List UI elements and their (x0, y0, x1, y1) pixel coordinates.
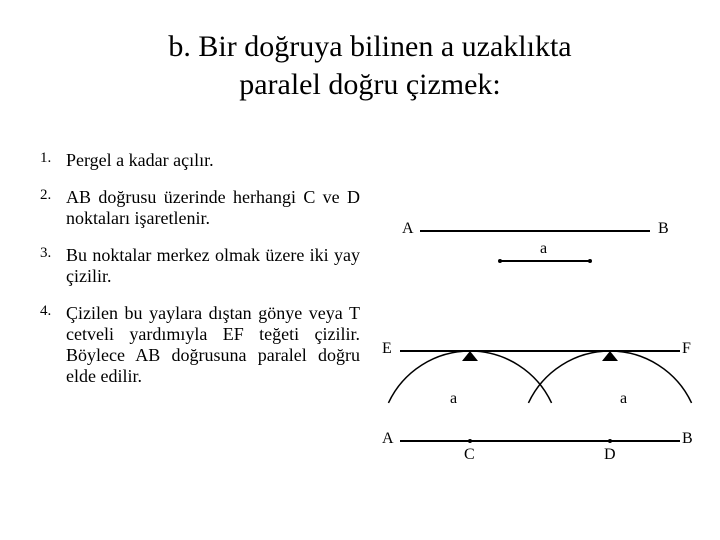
item-number: 1. (40, 150, 66, 171)
fig2-arc-right (380, 210, 700, 470)
list-item: 1. Pergel a kadar açılır. (40, 150, 360, 171)
fig2-arrow-left (462, 351, 478, 361)
title-line-1: b. Bir doğruya bilinen a uzaklıkta (168, 30, 571, 63)
fig2-label-c: C (464, 446, 475, 464)
page-title: b. Bir doğruya bilinen a uzaklıkta paral… (60, 28, 680, 103)
fig2-label-a-right: a (620, 390, 627, 408)
instruction-list: 1. Pergel a kadar açılır. 2. AB doğrusu … (40, 150, 360, 403)
item-text: Çizilen bu yaylara dıştan gönye veya T c… (66, 303, 360, 387)
fig2-point-d (608, 439, 612, 443)
list-item: 3. Bu noktalar merkez olmak üzere iki ya… (40, 245, 360, 287)
geometry-diagram: A B a E F A B C D a a (380, 210, 690, 470)
title-line-2: paralel doğru çizmek: (239, 68, 501, 101)
item-text: AB doğrusu üzerinde herhangi C ve D nokt… (66, 187, 360, 229)
page: b. Bir doğruya bilinen a uzaklıkta paral… (0, 0, 720, 540)
fig2-label-d: D (604, 446, 616, 464)
item-number: 4. (40, 303, 66, 387)
item-text: Bu noktalar merkez olmak üzere iki yay ç… (66, 245, 360, 287)
item-number: 3. (40, 245, 66, 287)
list-item: 2. AB doğrusu üzerinde herhangi C ve D n… (40, 187, 360, 229)
fig2-arrow-right (602, 351, 618, 361)
list-item: 4. Çizilen bu yaylara dıştan gönye veya … (40, 303, 360, 387)
item-text: Pergel a kadar açılır. (66, 150, 360, 171)
fig2-label-a-left: a (450, 390, 457, 408)
fig2-point-c (468, 439, 472, 443)
item-number: 2. (40, 187, 66, 229)
